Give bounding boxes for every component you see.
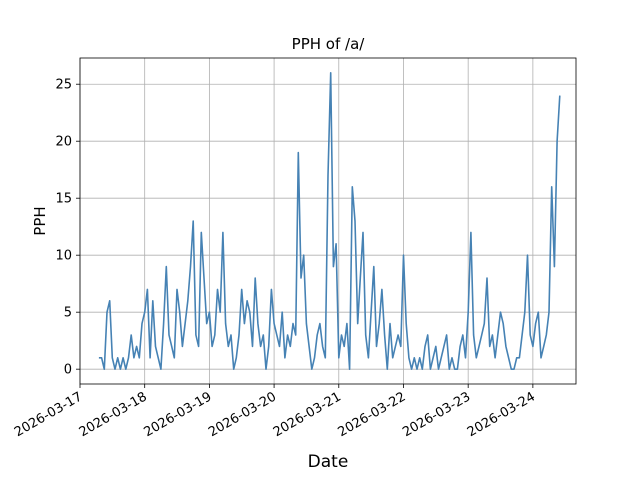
x-tick-label: 2026-03-18: [77, 389, 150, 440]
y-tick-label: 15: [55, 192, 72, 207]
y-tick-label: 20: [55, 135, 72, 150]
plot-frame: [79, 57, 577, 385]
x-tick-label: 2026-03-19: [141, 389, 214, 440]
x-axis-label: Date: [308, 452, 349, 472]
grid-lines: [79, 58, 576, 384]
y-tick-label: 25: [55, 78, 72, 93]
y-tick-label: 0: [64, 363, 72, 378]
x-tick-label: 2026-03-17: [12, 389, 85, 440]
x-tick-label: 2026-03-24: [465, 389, 538, 440]
y-axis-ticks: 0 5 10 15 20 25: [55, 78, 80, 378]
y-tick-label: 5: [64, 306, 72, 321]
series-line-pph: [98, 72, 561, 370]
chart-title: PPH of /a/: [292, 35, 366, 53]
x-tick-label: 2026-03-22: [336, 389, 409, 440]
y-tick-label: 10: [55, 249, 72, 264]
x-axis-ticks: 2026-03-172026-03-182026-03-192026-03-20…: [12, 384, 538, 440]
x-tick-label: 2026-03-23: [400, 389, 473, 440]
x-tick-label: 2026-03-20: [206, 389, 279, 440]
y-axis-label: PPH: [31, 206, 49, 235]
x-tick-label: 2026-03-21: [271, 389, 344, 440]
